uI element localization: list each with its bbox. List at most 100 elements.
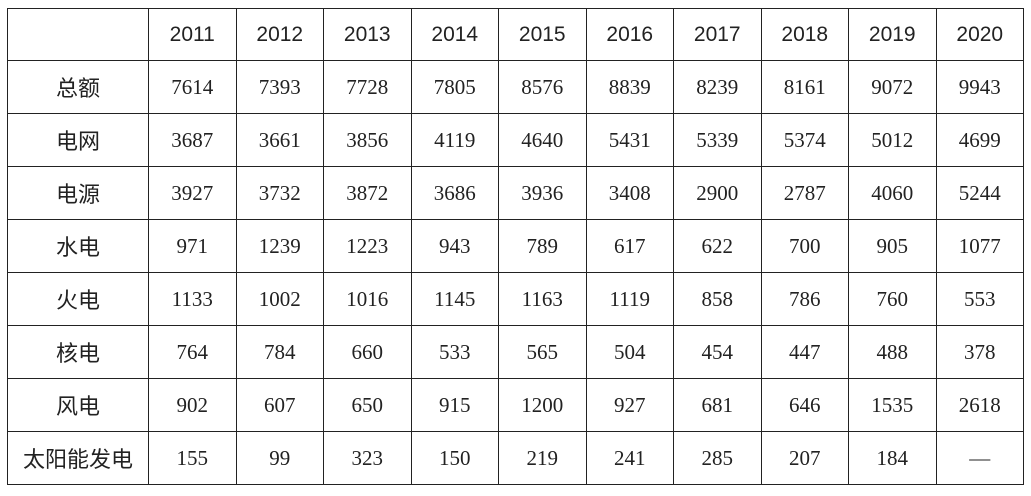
column-header: 2012 <box>235 8 324 61</box>
table-cell: 504 <box>585 325 674 379</box>
table-row: 总额 7614 7393 7728 7805 8576 8839 8239 8161 9072 99… <box>7 60 1024 114</box>
table-cell: — <box>935 431 1024 485</box>
table-cell: 7614 <box>148 60 237 114</box>
table-cell: 1077 <box>935 219 1024 273</box>
table-cell: 553 <box>935 272 1024 326</box>
table-cell: 3936 <box>498 166 587 220</box>
table-cell: 454 <box>673 325 762 379</box>
table-cell: 1200 <box>498 378 587 432</box>
table-cell: 2618 <box>935 378 1024 432</box>
table-cell: 971 <box>148 219 237 273</box>
table-cell: 488 <box>848 325 937 379</box>
row-label: 水电 <box>7 219 149 273</box>
table-cell: 915 <box>410 378 499 432</box>
table-cell: 207 <box>760 431 849 485</box>
row-label: 太阳能发电 <box>7 431 149 485</box>
table-cell: 8161 <box>760 60 849 114</box>
table-cell: 1239 <box>235 219 324 273</box>
table-cell: 607 <box>235 378 324 432</box>
table-cell: 378 <box>935 325 1024 379</box>
table-cell: 764 <box>148 325 237 379</box>
table-row: 核电 764 784 660 533 565 504 454 447 488 378 <box>7 325 1024 379</box>
table-cell: 219 <box>498 431 587 485</box>
column-header: 2016 <box>585 8 674 61</box>
table-row: 风电 902 607 650 915 1200 927 681 646 1535 2618 <box>7 378 1024 432</box>
table-cell: 660 <box>323 325 412 379</box>
table-row: 电源 3927 3732 3872 3686 3936 3408 2900 2787 4060 52… <box>7 166 1024 220</box>
row-label: 电网 <box>7 113 149 167</box>
corner-cell <box>7 8 149 61</box>
table-cell: 3872 <box>323 166 412 220</box>
data-table: 2011 2012 2013 2014 2015 2016 2017 2018 2019 2020… <box>7 8 1024 485</box>
table-cell: 5012 <box>848 113 937 167</box>
table-cell: 5339 <box>673 113 762 167</box>
header-row: 2011 2012 2013 2014 2015 2016 2017 2018 2019 2020 <box>7 8 1024 61</box>
table-cell: 285 <box>673 431 762 485</box>
table-cell: 1163 <box>498 272 587 326</box>
table-cell: 1016 <box>323 272 412 326</box>
table-cell: 1119 <box>585 272 674 326</box>
row-label: 风电 <box>7 378 149 432</box>
table-cell: 622 <box>673 219 762 273</box>
table-cell: 4640 <box>498 113 587 167</box>
table-cell: 2787 <box>760 166 849 220</box>
table-cell: 3408 <box>585 166 674 220</box>
table-cell: 155 <box>148 431 237 485</box>
table-row: 水电 971 1239 1223 943 789 617 622 700 905 1077 <box>7 219 1024 273</box>
table-cell: 5374 <box>760 113 849 167</box>
table-cell: 7393 <box>235 60 324 114</box>
table-cell: 700 <box>760 219 849 273</box>
column-header: 2014 <box>410 8 499 61</box>
column-header: 2020 <box>935 8 1024 61</box>
table-cell: 4060 <box>848 166 937 220</box>
table-wrap: 2011 2012 2013 2014 2015 2016 2017 2018 2019 2020… <box>7 8 1024 485</box>
table-cell: 5244 <box>935 166 1024 220</box>
table-cell: 902 <box>148 378 237 432</box>
table-cell: 905 <box>848 219 937 273</box>
table-cell: 1145 <box>410 272 499 326</box>
table-cell: 3856 <box>323 113 412 167</box>
table-cell: 447 <box>760 325 849 379</box>
table-row: 电网 3687 3661 3856 4119 4640 5431 5339 5374 5012 46… <box>7 113 1024 167</box>
table-cell: 9072 <box>848 60 937 114</box>
table-cell: 943 <box>410 219 499 273</box>
table-cell: 1002 <box>235 272 324 326</box>
table-cell: 858 <box>673 272 762 326</box>
column-header: 2015 <box>498 8 587 61</box>
column-header: 2013 <box>323 8 412 61</box>
table-cell: 8239 <box>673 60 762 114</box>
table-cell: 8839 <box>585 60 674 114</box>
table-cell: 1535 <box>848 378 937 432</box>
row-label: 电源 <box>7 166 149 220</box>
table-cell: 1133 <box>148 272 237 326</box>
table-cell: 3686 <box>410 166 499 220</box>
table-cell: 99 <box>235 431 324 485</box>
table-cell: 760 <box>848 272 937 326</box>
table-cell: 241 <box>585 431 674 485</box>
table-cell: 5431 <box>585 113 674 167</box>
table-cell: 7805 <box>410 60 499 114</box>
column-header: 2017 <box>673 8 762 61</box>
table-cell: 8576 <box>498 60 587 114</box>
table-cell: 2900 <box>673 166 762 220</box>
table-cell: 3661 <box>235 113 324 167</box>
table-row: 太阳能发电 155 99 323 150 219 241 285 207 184— <box>7 431 1024 485</box>
table-cell: 565 <box>498 325 587 379</box>
table-cell: 184 <box>848 431 937 485</box>
table-cell: 927 <box>585 378 674 432</box>
table-cell: 681 <box>673 378 762 432</box>
column-header: 2019 <box>848 8 937 61</box>
table-row: 火电 1133 1002 1016 1145 1163 1119 858 786 760 553 <box>7 272 1024 326</box>
table-cell: 533 <box>410 325 499 379</box>
table-cell: 3927 <box>148 166 237 220</box>
table-cell: 646 <box>760 378 849 432</box>
table-cell: 4119 <box>410 113 499 167</box>
table-cell: 150 <box>410 431 499 485</box>
table-cell: 4699 <box>935 113 1024 167</box>
row-label: 总额 <box>7 60 149 114</box>
table-cell: 650 <box>323 378 412 432</box>
column-header: 2018 <box>760 8 849 61</box>
table-cell: 1223 <box>323 219 412 273</box>
row-label: 火电 <box>7 272 149 326</box>
